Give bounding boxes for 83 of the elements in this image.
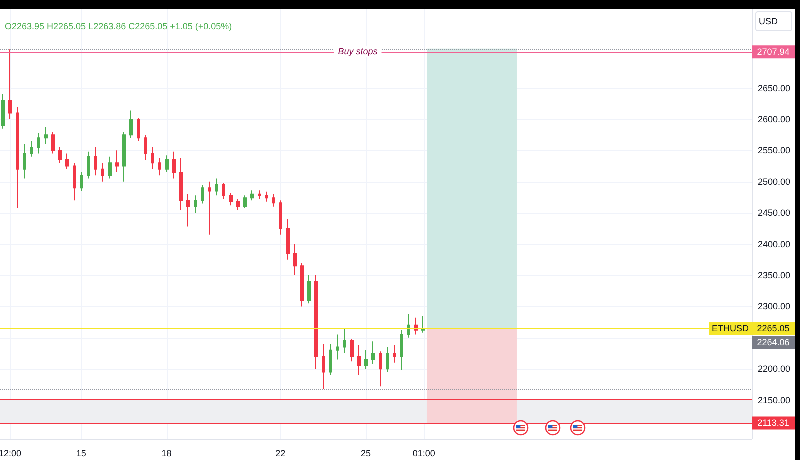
x-tick-label: 18 xyxy=(162,448,172,458)
candlestick xyxy=(101,162,104,182)
candlestick xyxy=(23,144,26,180)
candlestick xyxy=(30,140,33,158)
ref-line-label: ETHUSD xyxy=(712,324,750,334)
candlestick xyxy=(314,274,318,370)
candlestick xyxy=(172,151,176,180)
candlestick xyxy=(201,184,204,204)
x-tick-label: 25 xyxy=(361,448,372,458)
y-tick-label: 2200.00 xyxy=(758,364,791,374)
candlestick xyxy=(73,162,76,202)
candlestick xyxy=(364,350,368,370)
annotation: 2707.94 xyxy=(757,47,790,58)
candlestick xyxy=(322,344,325,390)
x-tick-label: 15 xyxy=(76,448,86,458)
candlestick xyxy=(329,344,332,376)
candlestick xyxy=(229,192,233,206)
y-tick-label: 2450.00 xyxy=(758,208,791,218)
candlestick xyxy=(265,191,268,202)
candlestick xyxy=(400,330,403,371)
candlestick xyxy=(243,195,247,209)
candlestick xyxy=(44,126,48,145)
candlestick xyxy=(16,106,19,209)
candlestick xyxy=(386,346,389,373)
candlestick xyxy=(115,150,119,174)
x-tick-label: 12:00 xyxy=(0,448,22,458)
candlestick xyxy=(151,147,154,170)
candlestick xyxy=(37,132,40,154)
candlestick xyxy=(293,244,297,276)
ref-line-label: Buy stops xyxy=(338,46,378,57)
candlestick xyxy=(336,334,339,360)
candlestick xyxy=(51,131,55,154)
candlestick xyxy=(122,131,126,182)
y-tick-label: 2350.00 xyxy=(758,270,791,280)
candlestick xyxy=(279,200,282,236)
y-tick-label: 2600.00 xyxy=(758,114,791,124)
candlestick xyxy=(80,172,83,192)
annotation: 2113.31 xyxy=(758,418,790,428)
candlestick xyxy=(307,274,311,304)
candlestick xyxy=(393,344,396,364)
y-tick-label: 2300.00 xyxy=(758,302,791,312)
candlestick xyxy=(421,316,425,334)
candlestick xyxy=(407,314,410,338)
y-tick-label: 2550.00 xyxy=(758,146,791,156)
candlestick xyxy=(379,351,382,388)
candlestick xyxy=(94,147,97,176)
candlestick xyxy=(250,190,254,202)
candlestick xyxy=(208,181,211,236)
text: 2264.06 xyxy=(757,338,790,348)
candlestick xyxy=(129,110,133,139)
candlestick xyxy=(158,158,161,176)
annotation: 2265.05 xyxy=(757,324,790,334)
candlestick xyxy=(236,198,240,210)
candlestick xyxy=(1,94,5,130)
candlestick xyxy=(300,262,304,308)
text: O2263.95 H2265.05 L2263.86 C2265.05 +1.05 (+0.05%) xyxy=(5,22,232,32)
candlestick xyxy=(179,158,183,210)
y-tick-label: 2400.00 xyxy=(758,239,791,250)
candlestick xyxy=(222,182,225,200)
candlestick xyxy=(144,134,147,161)
text: USD xyxy=(759,16,778,26)
x-tick-label: 01:00 xyxy=(412,448,436,458)
candlestick xyxy=(258,190,261,200)
y-tick-label: 2500.00 xyxy=(758,176,791,187)
candlestick xyxy=(357,344,361,376)
y-tick-label: 2650.00 xyxy=(758,83,791,94)
candlestick xyxy=(137,118,140,142)
candlestick xyxy=(8,49,12,120)
candlestick xyxy=(186,194,190,228)
candlestick xyxy=(65,153,69,170)
candlestick xyxy=(108,156,112,180)
candlestick xyxy=(272,194,275,208)
candlestick xyxy=(215,178,218,196)
candlestick xyxy=(286,218,290,260)
candlestick xyxy=(350,338,354,362)
candlestick xyxy=(194,195,197,214)
candlestick xyxy=(343,328,346,354)
candlestick xyxy=(165,155,169,174)
x-tick-label: 22 xyxy=(276,448,286,458)
candlestick xyxy=(87,151,90,180)
candlestick xyxy=(371,341,375,365)
y-tick-label: 2150.00 xyxy=(758,395,791,406)
candlestick xyxy=(58,147,62,164)
